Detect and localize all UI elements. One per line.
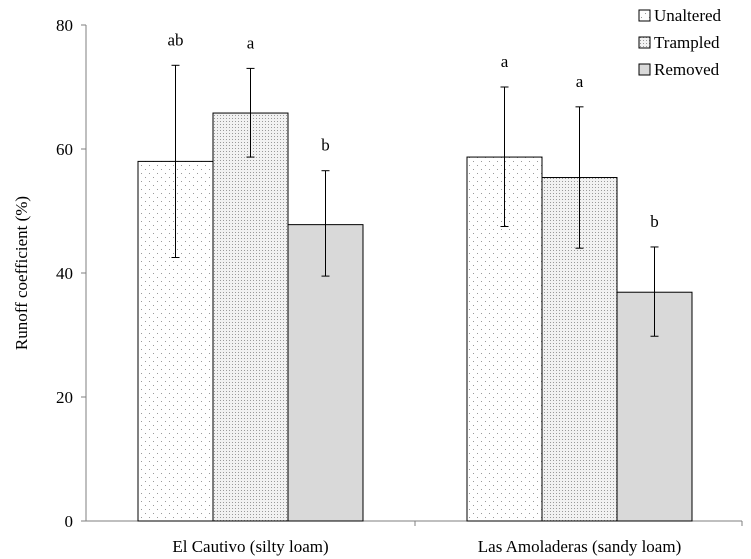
significance-letter: a (576, 72, 584, 91)
legend-swatch-removed (638, 63, 651, 76)
legend-label-trampled: Trampled (654, 33, 720, 52)
x-category-label: Las Amoladeras (sandy loam) (478, 537, 681, 556)
significance-letter: b (321, 136, 330, 155)
legend-label-unaltered: Unaltered (654, 6, 722, 25)
legend: Unaltered Trampled Removed (638, 6, 722, 79)
y-tick-label: 80 (56, 16, 73, 35)
y-tick-label: 20 (56, 388, 73, 407)
x-category-labels: El Cautivo (silty loam) Las Amoladeras (s… (172, 521, 743, 556)
legend-swatch-trampled (638, 36, 651, 49)
y-tick-label: 60 (56, 140, 73, 159)
legend-label-removed: Removed (654, 60, 720, 79)
legend-swatch-unaltered (638, 9, 651, 22)
error-bars (171, 64, 659, 337)
significance-letter: a (247, 33, 255, 52)
significance-letter: a (501, 52, 509, 71)
y-tick-label: 0 (65, 512, 74, 531)
y-tick-label: 40 (56, 264, 73, 283)
bars (137, 112, 693, 522)
significance-letter: ab (167, 30, 183, 49)
significance-letter: b (650, 212, 659, 231)
y-ticks: 0 20 40 60 80 (56, 16, 86, 531)
y-axis-label: Runoff coefficient (%) (12, 196, 31, 350)
bar-trampled-1 (212, 112, 289, 522)
x-category-label: El Cautivo (silty loam) (172, 537, 328, 556)
